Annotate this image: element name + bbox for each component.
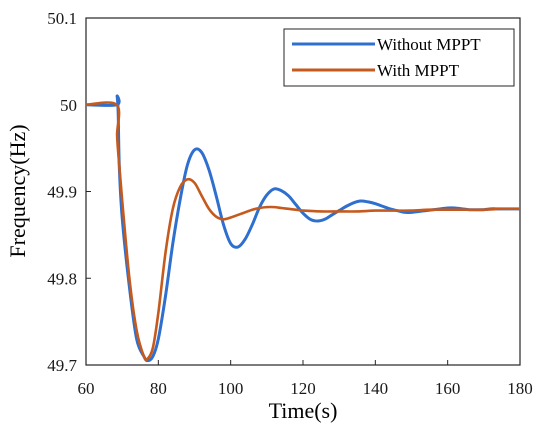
x-tick-label: 140 (363, 379, 389, 398)
x-tick-label: 80 (150, 379, 167, 398)
y-tick-label: 50.1 (47, 9, 77, 28)
y-tick-label: 50 (60, 96, 77, 115)
y-tick-label: 49.7 (47, 356, 77, 375)
legend: Without MPPT With MPPT (283, 28, 515, 87)
legend-box (283, 28, 515, 87)
y-tick-label: 49.8 (47, 269, 77, 288)
legend-label-without-mppt: Without MPPT (377, 35, 481, 54)
series-layer (85, 94, 521, 363)
x-tick-label: 100 (218, 379, 244, 398)
x-tick-label: 120 (290, 379, 316, 398)
x-tick-label: 180 (507, 379, 533, 398)
x-axis-title: Time(s) (269, 398, 338, 423)
series-line-without-mppt (85, 94, 520, 363)
axis-ticks: 60 80 100 120 140 160 180 49.7 49.8 49.9 50 50.1 (47, 9, 533, 398)
y-tick-label: 49.9 (47, 183, 77, 202)
x-tick-label: 160 (435, 379, 461, 398)
series-line-with-mppt (85, 101, 521, 362)
y-axis-title: Frequency(Hz) (5, 124, 30, 257)
legend-label-with-mppt: With MPPT (377, 61, 460, 80)
x-tick-label: 60 (78, 379, 95, 398)
